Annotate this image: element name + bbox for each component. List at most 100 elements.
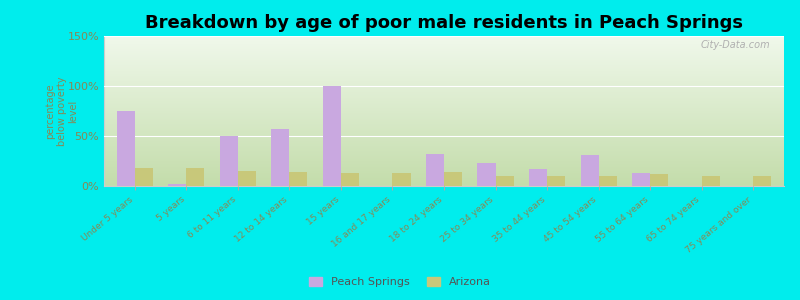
Bar — [104, 100, 784, 101]
Bar — [547, 176, 565, 186]
Bar — [104, 171, 784, 172]
Bar — [104, 125, 784, 126]
Bar — [104, 118, 784, 119]
Bar — [104, 51, 784, 52]
Bar — [104, 96, 784, 97]
Bar — [104, 86, 784, 87]
Bar — [104, 75, 784, 76]
Bar — [104, 99, 784, 100]
Bar — [104, 72, 784, 73]
Bar — [104, 106, 784, 107]
Bar — [104, 141, 784, 142]
Bar — [104, 182, 784, 183]
Bar — [104, 111, 784, 112]
Bar — [104, 80, 784, 81]
Bar — [104, 102, 784, 103]
Bar — [104, 140, 784, 141]
Bar — [104, 173, 784, 174]
Bar — [104, 128, 784, 129]
Bar — [104, 49, 784, 50]
Bar — [104, 36, 784, 37]
Bar — [104, 181, 784, 182]
Bar — [104, 172, 784, 173]
Bar — [104, 38, 784, 39]
Bar — [598, 176, 617, 186]
Bar — [104, 79, 784, 80]
Bar — [238, 171, 256, 186]
Bar — [753, 176, 771, 186]
Bar — [581, 155, 598, 186]
Bar — [632, 173, 650, 186]
Bar — [104, 155, 784, 156]
Bar — [104, 174, 784, 175]
Bar — [290, 172, 307, 186]
Bar — [104, 133, 784, 134]
Bar — [104, 123, 784, 124]
Bar — [104, 93, 784, 94]
Bar — [104, 146, 784, 147]
Bar — [104, 153, 784, 154]
Bar — [104, 82, 784, 83]
Bar — [104, 137, 784, 138]
Bar — [104, 138, 784, 139]
Bar — [104, 167, 784, 168]
Bar — [104, 124, 784, 125]
Bar — [104, 66, 784, 67]
Bar — [426, 154, 444, 186]
Bar — [104, 101, 784, 102]
Bar — [104, 161, 784, 162]
Bar — [104, 52, 784, 53]
Bar — [104, 57, 784, 58]
Bar — [104, 180, 784, 181]
Bar — [104, 169, 784, 170]
Bar — [104, 152, 784, 153]
Bar — [104, 178, 784, 179]
Bar — [104, 94, 784, 95]
Bar — [104, 73, 784, 74]
Bar — [104, 169, 784, 170]
Bar — [104, 148, 784, 149]
Bar — [104, 63, 784, 64]
Bar — [104, 61, 784, 62]
Bar — [104, 90, 784, 91]
Bar — [271, 129, 290, 186]
Bar — [104, 92, 784, 93]
Bar — [168, 184, 186, 186]
Bar — [104, 100, 784, 101]
Legend: Peach Springs, Arizona: Peach Springs, Arizona — [305, 272, 495, 291]
Bar — [104, 97, 784, 98]
Bar — [104, 134, 784, 135]
Bar — [104, 85, 784, 86]
Bar — [104, 107, 784, 108]
Bar — [104, 88, 784, 89]
Bar — [341, 173, 359, 186]
Bar — [323, 86, 341, 186]
Bar — [117, 111, 135, 186]
Bar — [104, 85, 784, 86]
Bar — [104, 115, 784, 116]
Bar — [104, 77, 784, 78]
Bar — [104, 116, 784, 117]
Bar — [104, 95, 784, 96]
Bar — [104, 74, 784, 75]
Bar — [104, 127, 784, 128]
Bar — [104, 50, 784, 51]
Bar — [104, 109, 784, 110]
Bar — [104, 48, 784, 49]
Bar — [104, 55, 784, 56]
Bar — [104, 105, 784, 106]
Bar — [104, 104, 784, 105]
Bar — [104, 166, 784, 167]
Bar — [104, 129, 784, 130]
Bar — [104, 108, 784, 109]
Bar — [104, 69, 784, 70]
Bar — [104, 147, 784, 148]
Bar — [650, 174, 668, 186]
Bar — [104, 59, 784, 60]
Bar — [104, 112, 784, 113]
Bar — [104, 163, 784, 164]
Bar — [104, 184, 784, 185]
Bar — [104, 117, 784, 118]
Bar — [104, 159, 784, 160]
Bar — [104, 165, 784, 166]
